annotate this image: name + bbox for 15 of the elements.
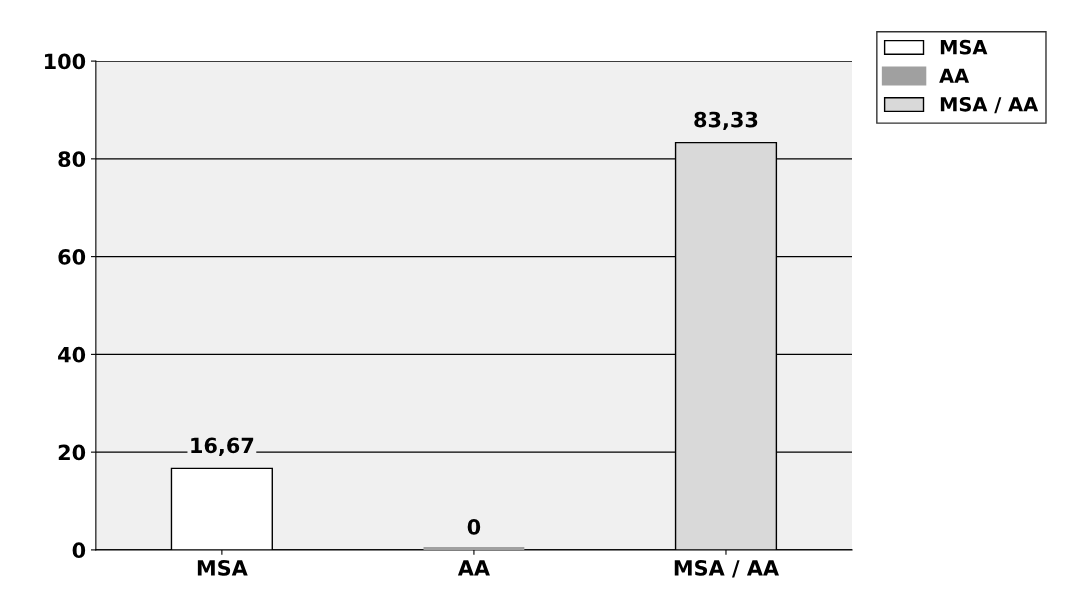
y-tick-label: 40 bbox=[58, 346, 86, 363]
data-label: 16,67 bbox=[191, 437, 254, 456]
data-label: 0 bbox=[467, 518, 481, 535]
x-tick-label: MSA bbox=[197, 559, 248, 576]
data-label: 83,33 bbox=[694, 111, 758, 131]
y-tick-label: 100 bbox=[44, 53, 86, 70]
legend-label: MSA bbox=[940, 39, 988, 55]
y-tick-label: 60 bbox=[58, 249, 86, 265]
y-tick-label: 0 bbox=[72, 542, 86, 559]
legend-label: AA bbox=[939, 68, 970, 83]
y-tick-label: 80 bbox=[58, 151, 86, 168]
x-tick-label: AA bbox=[457, 560, 490, 576]
x-tick-label: MSA / AA bbox=[674, 559, 779, 578]
y-tick-label: 20 bbox=[58, 444, 86, 461]
legend-label: MSA / AA bbox=[940, 96, 1039, 114]
